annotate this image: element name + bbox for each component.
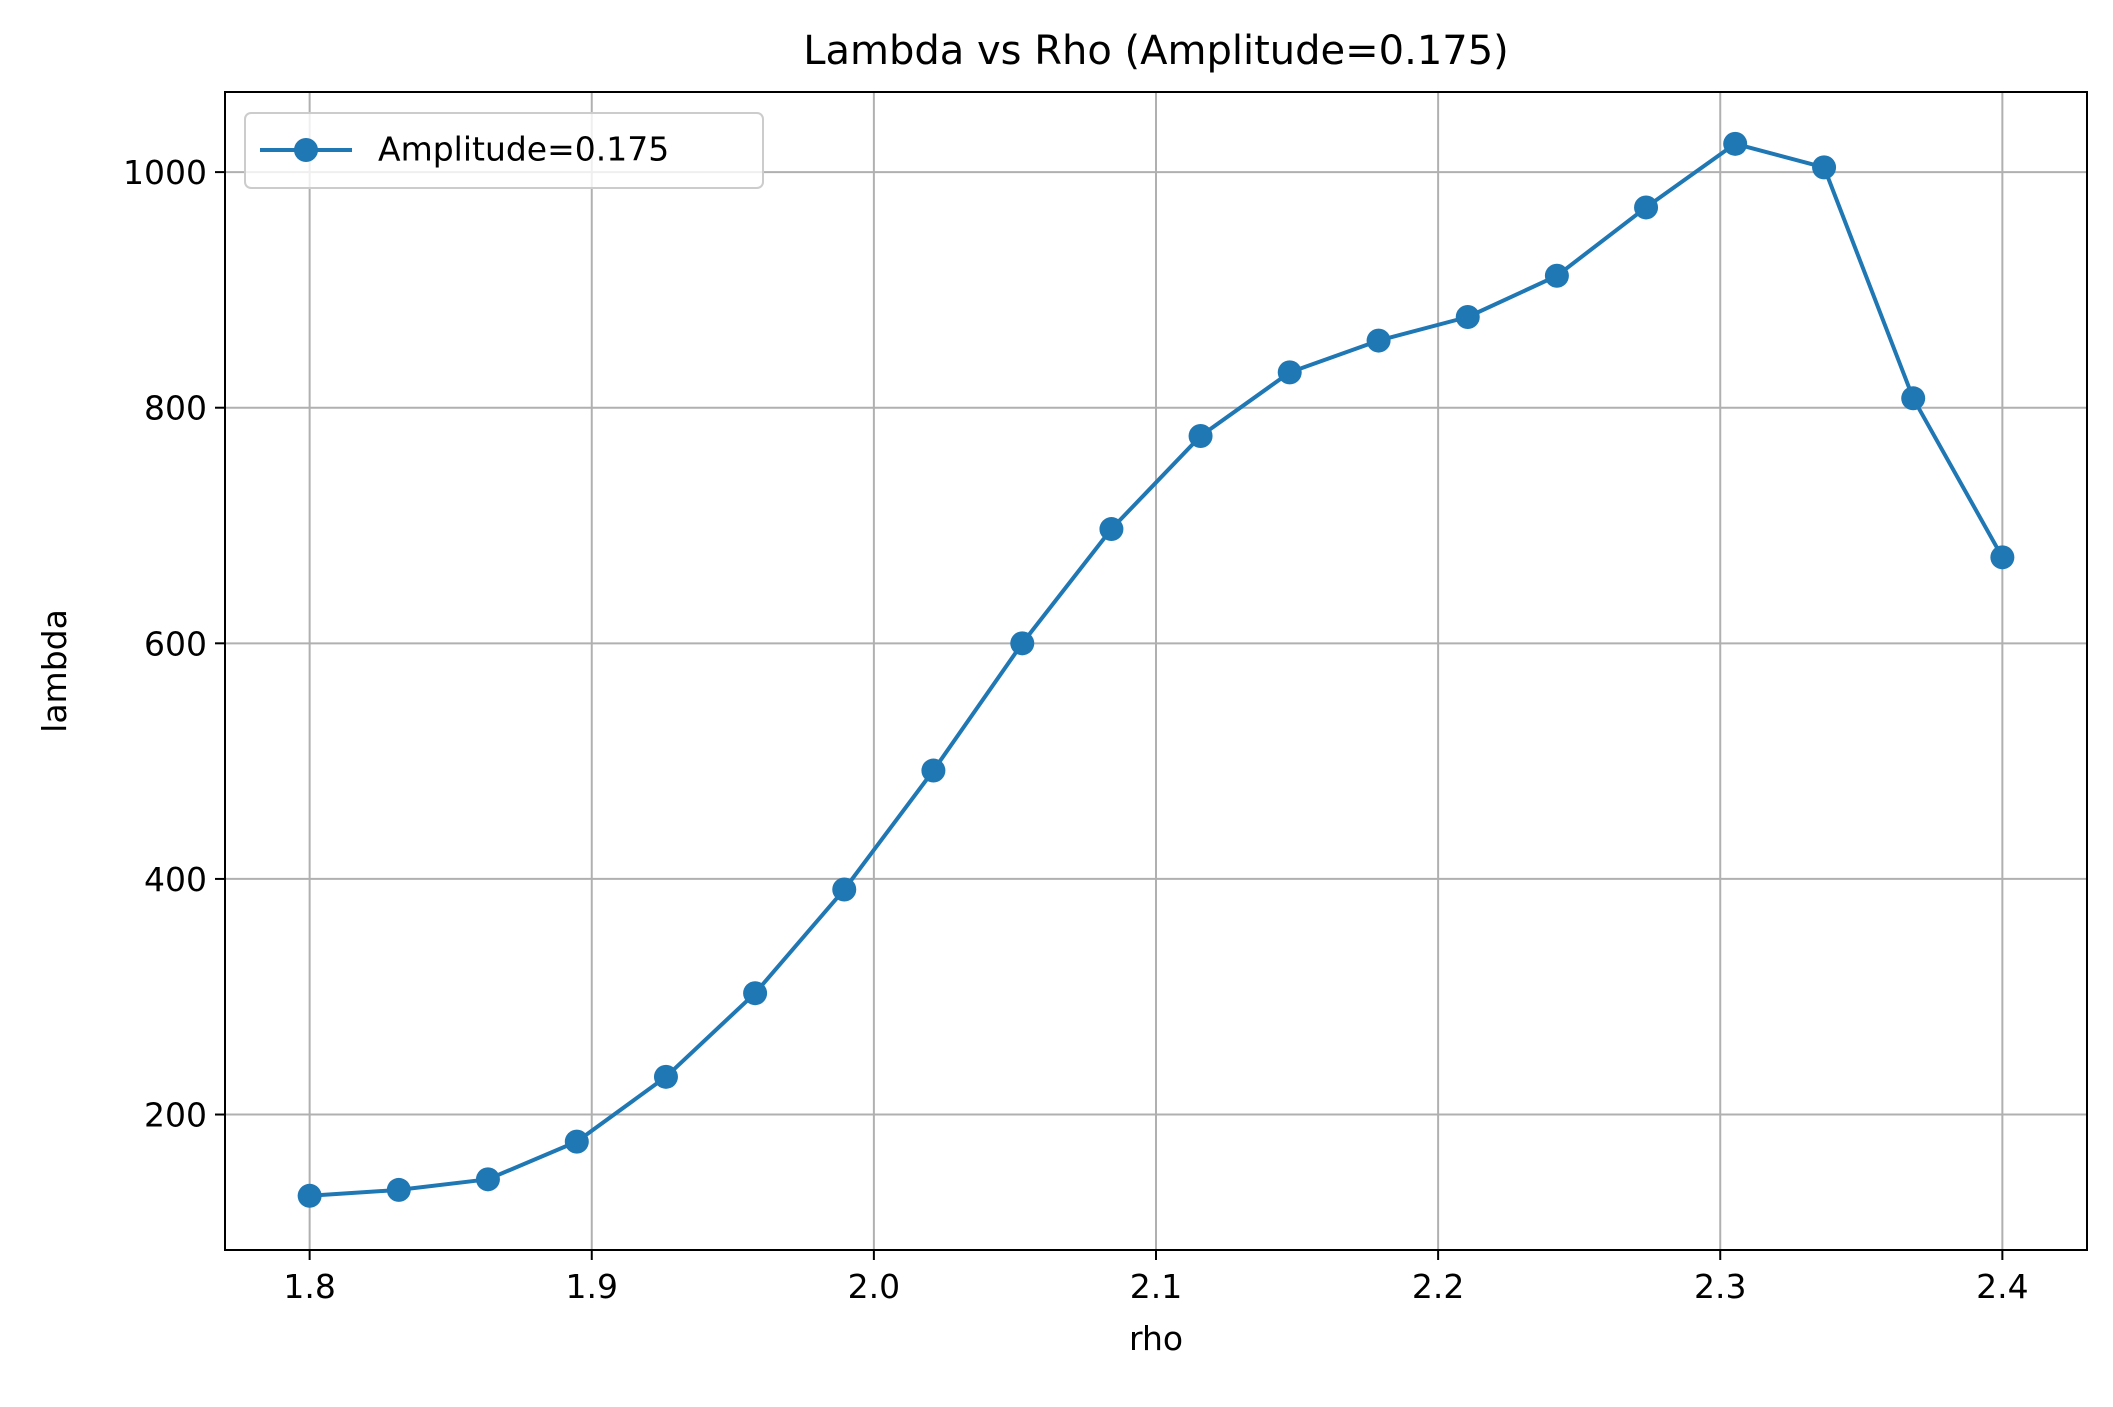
data-point	[1099, 517, 1124, 542]
series-line	[309, 141, 2005, 1198]
y-tick-label: 200	[144, 1096, 207, 1135]
data-point	[832, 877, 857, 902]
data-point	[1723, 131, 1748, 156]
data-point	[564, 1129, 589, 1154]
x-tick-label: 2.2	[1412, 1267, 1464, 1306]
x-tick-label: 1.8	[283, 1267, 335, 1306]
legend: Amplitude=0.175	[244, 112, 764, 189]
x-tick-label: 2.3	[1694, 1267, 1746, 1306]
data-point	[921, 758, 946, 783]
data-point	[1277, 360, 1302, 385]
legend-marker	[294, 138, 318, 162]
data-point	[1455, 305, 1480, 330]
y-tick-label: 1000	[123, 153, 207, 192]
y-axis-label: lambda	[35, 609, 74, 733]
data-point	[1901, 386, 1926, 411]
data-point	[1188, 423, 1213, 448]
data-point	[1010, 631, 1035, 656]
y-tick-label: 800	[144, 389, 207, 428]
grid	[225, 92, 2087, 1250]
y-tick-label: 400	[144, 860, 207, 899]
x-tick-label: 2.0	[848, 1267, 900, 1306]
data-point	[475, 1167, 500, 1192]
legend-box	[244, 112, 764, 189]
legend-entry-label: Amplitude=0.175	[378, 130, 669, 169]
data-point	[386, 1177, 411, 1202]
data-point	[1990, 545, 2015, 570]
data-point	[1544, 263, 1569, 288]
x-tick-label: 2.1	[1130, 1267, 1182, 1306]
series-layer	[297, 131, 2015, 1208]
data-point	[1812, 155, 1837, 180]
data-point	[1366, 328, 1391, 353]
chart-title: Lambda vs Rho (Amplitude=0.175)	[803, 28, 1509, 74]
x-tick-label: 1.9	[566, 1267, 618, 1306]
data-point	[297, 1183, 322, 1208]
x-axis-label: rho	[1129, 1319, 1183, 1358]
data-point	[743, 981, 768, 1006]
data-point	[1634, 195, 1659, 220]
ticks: 1.8 1.9 2.0 2.1 2.2 2.3 2.4 200 400 600 800 1000	[123, 153, 2029, 1306]
data-point	[653, 1064, 678, 1089]
y-tick-label: 600	[144, 624, 207, 663]
x-tick-label: 2.4	[1976, 1267, 2028, 1306]
